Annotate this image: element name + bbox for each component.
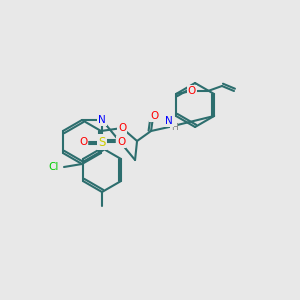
Text: H: H xyxy=(171,122,177,131)
Text: O: O xyxy=(188,86,196,96)
Text: O: O xyxy=(118,123,126,133)
Text: Cl: Cl xyxy=(49,162,59,172)
Text: O: O xyxy=(117,137,125,147)
Text: O: O xyxy=(150,111,158,121)
Text: S: S xyxy=(98,136,106,148)
Text: N: N xyxy=(165,116,173,126)
Text: N: N xyxy=(98,115,106,125)
Text: O: O xyxy=(79,137,87,147)
